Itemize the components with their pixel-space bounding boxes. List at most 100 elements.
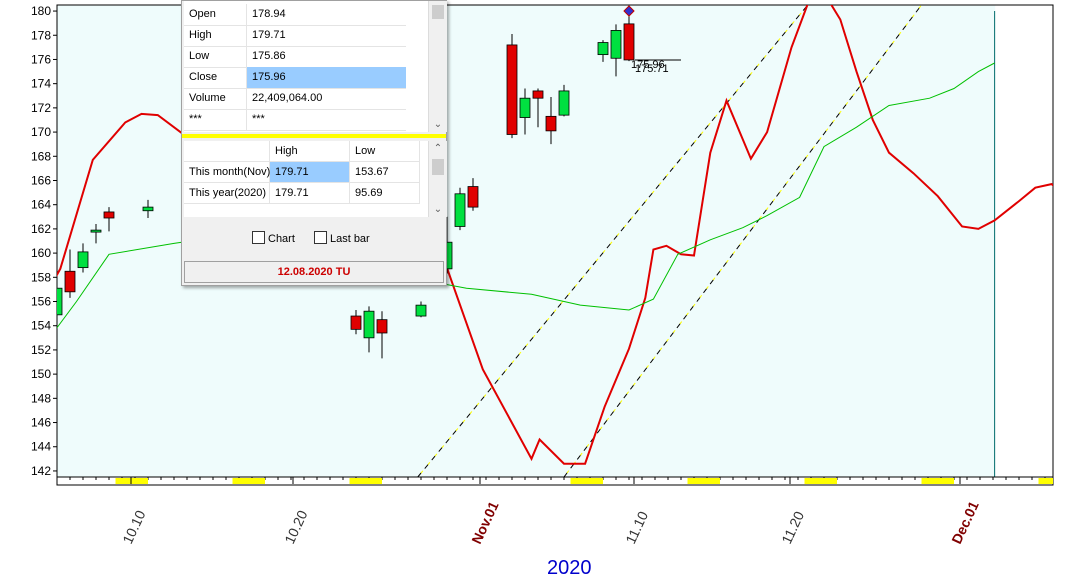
weekend-block: [570, 478, 603, 484]
quote-values-grid: Open 178.94 High 179.71 Low 175.86 Close 175.96…: [184, 1, 430, 132]
quote-value[interactable]: 175.96: [246, 67, 406, 88]
range-cell[interactable]: This month(Nov): [184, 162, 270, 183]
y-tick-label: 178: [31, 28, 51, 42]
panel-options: Chart Last bar: [252, 231, 370, 245]
y-tick-label: 142: [31, 464, 51, 478]
y-tick-label: 166: [31, 173, 51, 187]
candle-body: [597, 42, 609, 56]
candle-body: [376, 319, 388, 334]
trend-line: [417, 5, 809, 477]
panel-divider[interactable]: [182, 134, 446, 138]
quote-row: Volume 22,409,064.00: [184, 88, 406, 110]
candle-body: [506, 44, 518, 135]
candle-body: [57, 287, 63, 316]
y-tick-label: 162: [31, 222, 51, 236]
x-tick-label: 11.20: [778, 509, 807, 547]
candle-body: [103, 211, 115, 219]
y-tick-label: 154: [31, 319, 51, 333]
candle-body: [77, 251, 89, 269]
range-cell[interactable]: 179.71: [270, 183, 350, 204]
x-tick-label: 11.10: [622, 509, 651, 547]
price-label-close: 175.96: [631, 59, 665, 71]
year-label: 2020: [547, 557, 592, 579]
candle-body: [532, 90, 544, 99]
weekend-block: [115, 478, 148, 484]
candle-body: [545, 115, 557, 132]
quote-value[interactable]: 178.94: [246, 4, 406, 25]
x-tick-label: 10.10: [119, 508, 148, 547]
y-tick-label: 176: [31, 52, 51, 66]
quote-label: ***: [189, 113, 202, 125]
candle-body: [363, 310, 375, 339]
quote-grid-scrollbar[interactable]: ⌄: [428, 1, 447, 132]
weekend-block: [921, 478, 954, 484]
y-tick-label: 148: [31, 391, 51, 405]
candle-body: [90, 229, 102, 233]
chevron-up-icon[interactable]: ⌃: [433, 143, 443, 154]
quote-row: High 179.71: [184, 25, 406, 47]
time-strip: [56, 476, 1054, 486]
range-header: High: [270, 141, 350, 162]
quote-row: Close 175.96: [184, 67, 406, 89]
quote-value[interactable]: 179.71: [246, 25, 406, 46]
quote-value[interactable]: 22,409,064.00: [246, 88, 406, 109]
x-tick-label: Nov.01: [468, 499, 502, 547]
weekend-block: [1038, 478, 1053, 484]
quote-value[interactable]: ***: [246, 109, 406, 130]
candle-body: [558, 90, 570, 116]
candle-body: [64, 270, 76, 293]
quote-value[interactable]: 175.86: [246, 46, 406, 67]
y-tick-label: 164: [31, 198, 51, 212]
quote-row: *** ***: [184, 109, 406, 131]
candle-body: [610, 30, 622, 59]
chevron-down-icon[interactable]: ⌄: [433, 204, 443, 215]
chart-checkbox-label: Chart: [268, 233, 295, 245]
weekend-block: [804, 478, 837, 484]
range-grid: High Low This month(Nov) 179.71 153.67 This y…: [184, 141, 430, 217]
x-tick-label: 10.20: [281, 508, 310, 547]
y-tick-label: 168: [31, 149, 51, 163]
candle-body: [350, 315, 362, 330]
range-cell[interactable]: 179.71: [270, 162, 350, 183]
y-tick-label: 160: [31, 246, 51, 260]
weekend-block: [349, 478, 382, 484]
candle-body: [415, 304, 427, 317]
y-tick-label: 146: [31, 416, 51, 430]
range-grid-scrollbar[interactable]: ⌃ ⌄: [428, 141, 447, 217]
candle-body: [142, 206, 154, 212]
chevron-down-icon[interactable]: ⌄: [433, 119, 443, 130]
candle-body: [454, 193, 466, 227]
range-cell[interactable]: 153.67: [350, 162, 420, 183]
candle-body: [623, 23, 635, 61]
range-header: [184, 141, 270, 162]
candle-body: [467, 186, 479, 208]
range-cell[interactable]: This year(2020): [184, 183, 270, 204]
last-bar-checkbox-label: Last bar: [329, 233, 370, 245]
selected-date-label: 12.08.2020 TU: [184, 261, 444, 283]
y-tick-label: 152: [31, 343, 51, 357]
y-tick-label: 144: [31, 440, 51, 454]
quote-label: Volume: [189, 92, 226, 104]
current-bar-marker: [623, 5, 635, 17]
y-tick-label: 158: [31, 270, 51, 284]
weekend-block: [687, 478, 720, 484]
range-cell[interactable]: 95.69: [350, 183, 420, 204]
quote-row: Open 178.94: [184, 4, 406, 26]
y-tick-label: 180: [31, 4, 51, 18]
y-tick-label: 170: [31, 125, 51, 139]
quote-info-panel[interactable]: Open 178.94 High 179.71 Low 175.86 Close 175.96…: [181, 0, 447, 286]
scroll-thumb[interactable]: [432, 159, 444, 175]
range-header: Low: [350, 141, 420, 162]
candle-body: [519, 97, 531, 118]
x-tick-label: Dec.01: [948, 498, 982, 546]
weekend-block: [232, 478, 265, 484]
quote-label: Close: [189, 71, 218, 83]
y-tick-label: 172: [31, 101, 51, 115]
chart-checkbox[interactable]: Chart: [252, 231, 295, 245]
quote-label: Open: [189, 8, 216, 20]
scroll-thumb[interactable]: [432, 5, 444, 19]
y-tick-label: 150: [31, 367, 51, 381]
quote-row: Low 175.86: [184, 46, 406, 68]
last-bar-checkbox[interactable]: Last bar: [313, 231, 370, 245]
